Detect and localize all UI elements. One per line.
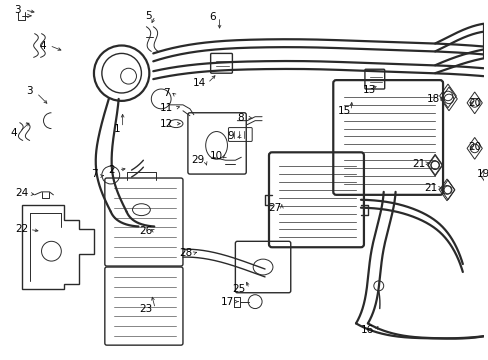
Text: 28: 28 — [179, 248, 192, 258]
Text: 5: 5 — [145, 11, 151, 21]
Text: 15: 15 — [337, 106, 350, 116]
Text: 3: 3 — [15, 5, 21, 15]
Text: 7: 7 — [163, 88, 169, 98]
Text: 9: 9 — [226, 131, 233, 141]
Text: 21: 21 — [412, 159, 425, 169]
Text: 2: 2 — [108, 165, 115, 175]
Text: 12: 12 — [159, 119, 172, 129]
Text: 20: 20 — [467, 142, 480, 152]
Text: 24: 24 — [15, 188, 28, 198]
Text: 23: 23 — [140, 303, 153, 314]
Text: 21: 21 — [424, 183, 437, 193]
Text: 27: 27 — [268, 203, 281, 213]
Text: 29: 29 — [191, 155, 204, 165]
Text: 20: 20 — [467, 98, 480, 108]
Text: 17: 17 — [221, 297, 234, 307]
Text: 3: 3 — [26, 86, 33, 96]
Text: 10: 10 — [209, 151, 223, 161]
Text: 26: 26 — [140, 226, 153, 237]
Text: 6: 6 — [209, 12, 216, 22]
Text: 16: 16 — [361, 325, 374, 335]
Text: 1: 1 — [113, 123, 120, 134]
Text: 7: 7 — [90, 169, 97, 179]
Text: 11: 11 — [159, 103, 172, 113]
Text: 25: 25 — [232, 284, 245, 294]
Text: 18: 18 — [426, 94, 439, 104]
Text: 8: 8 — [237, 113, 243, 123]
Text: 22: 22 — [15, 224, 28, 234]
Text: 14: 14 — [193, 78, 206, 88]
Text: 13: 13 — [363, 85, 376, 95]
Text: 4: 4 — [39, 41, 46, 50]
Text: 19: 19 — [476, 169, 488, 179]
Text: 4: 4 — [11, 127, 17, 138]
